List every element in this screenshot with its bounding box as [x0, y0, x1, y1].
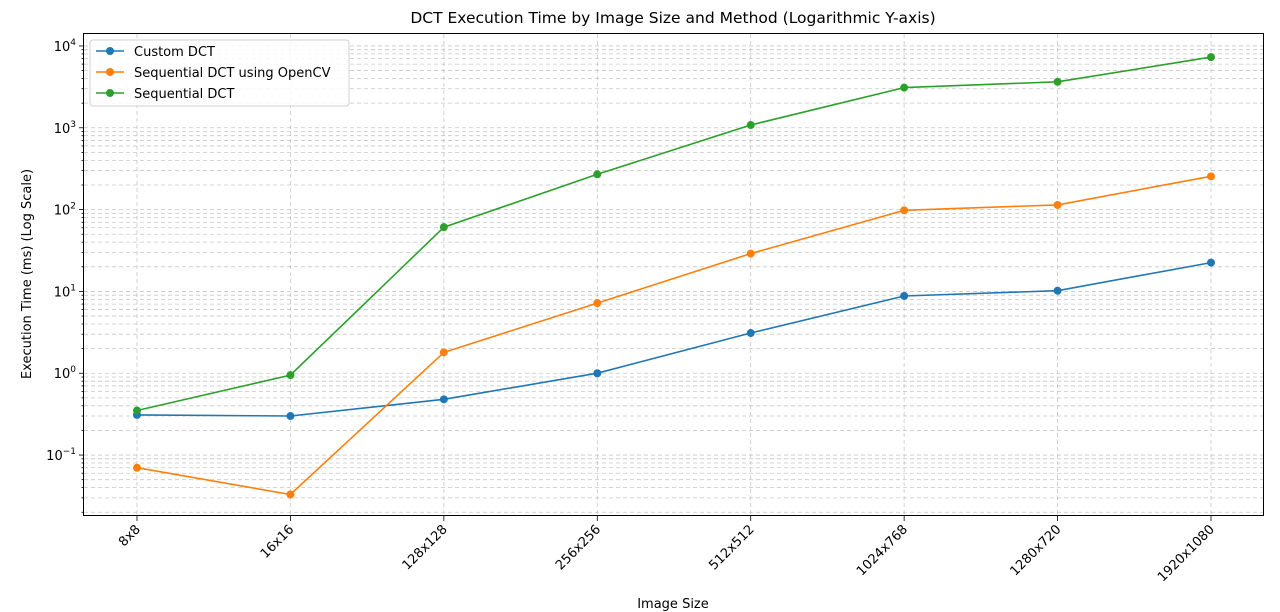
x-tick-label: 1920x1080 [1155, 522, 1218, 585]
y-tick-label: 104 [54, 38, 77, 55]
data-point [286, 490, 295, 499]
y-tick-exponent: −1 [63, 447, 76, 457]
data-point [439, 348, 448, 357]
data-point [133, 463, 141, 472]
y-tick-exponent: 3 [70, 120, 76, 130]
data-point [1053, 286, 1062, 295]
y-tick-label: 102 [54, 202, 76, 219]
legend: Custom DCT Sequential DCT using OpenCV Seq… [89, 39, 350, 107]
series-layer [133, 53, 1215, 499]
series-line [136, 261, 1212, 417]
legend-label: Sequential DCT [134, 87, 234, 102]
y-tick-exponent: 0 [70, 365, 76, 375]
data-point [1053, 200, 1062, 209]
legend-item: Sequential DCT using OpenCV [96, 66, 331, 81]
data-point [1207, 53, 1215, 62]
y-tick-label: 100 [54, 365, 77, 382]
legend-item: Sequential DCT [96, 87, 234, 102]
y-tick-label: 103 [54, 120, 76, 137]
x-tick-label: 256x256 [553, 522, 604, 573]
data-point [593, 299, 602, 308]
data-point [133, 406, 141, 415]
data-point [1207, 258, 1215, 267]
series-0 [133, 258, 1215, 421]
x-tick-label: 512x512 [706, 522, 757, 573]
y-axis-label: Execution Time (ms) (Log Scale) [20, 169, 35, 379]
x-axis-label: Image Size [637, 597, 709, 612]
data-point [439, 395, 448, 404]
series-1 [133, 172, 1215, 499]
legend-label: Sequential DCT using OpenCV [134, 66, 331, 81]
data-point [900, 291, 909, 300]
y-tick-exponent: 4 [70, 38, 76, 48]
y-tick-base: 10 [54, 367, 71, 382]
data-point [286, 412, 295, 421]
data-point [1053, 77, 1062, 86]
y-tick-base: 10 [54, 40, 71, 55]
data-point [900, 83, 909, 92]
x-tick-label: 128x128 [400, 522, 451, 573]
series-line [136, 56, 1212, 412]
data-point [593, 369, 602, 378]
data-point [900, 206, 909, 215]
y-tick-base: 10 [54, 285, 71, 300]
y-tick-label: 101 [54, 283, 76, 300]
y-tick-exponent: 2 [70, 202, 76, 212]
y-tick-label: 10−1 [46, 447, 76, 464]
y-tick-base: 10 [46, 449, 63, 464]
legend-box [89, 39, 350, 107]
chart-title: DCT Execution Time by Image Size and Met… [410, 9, 935, 27]
grid [84, 34, 1264, 516]
plot-frame [83, 33, 1264, 516]
data-point [746, 329, 755, 338]
y-tick-base: 10 [54, 122, 71, 137]
data-point [746, 249, 755, 258]
x-tick-label: 1024x768 [854, 522, 911, 579]
data-point [439, 223, 448, 232]
x-axis: 8x8 16x16 128x128 256x256 512x512 1024x768 128… [116, 516, 1218, 585]
legend-marker [106, 68, 114, 76]
legend-item: Custom DCT [96, 45, 215, 60]
data-point [1207, 172, 1215, 181]
y-tick-base: 10 [54, 204, 71, 219]
data-point [746, 121, 755, 130]
legend-marker [106, 47, 114, 55]
legend-marker [106, 89, 114, 97]
data-point [593, 170, 602, 179]
legend-label: Custom DCT [134, 45, 215, 60]
x-tick-label: 1280x720 [1007, 522, 1064, 579]
y-tick-exponent: 1 [70, 283, 76, 293]
series-2 [133, 53, 1215, 415]
x-tick-label: 8x8 [116, 522, 144, 550]
x-tick-label: 16x16 [258, 522, 297, 561]
data-point [286, 371, 295, 380]
series-line [136, 175, 1212, 496]
